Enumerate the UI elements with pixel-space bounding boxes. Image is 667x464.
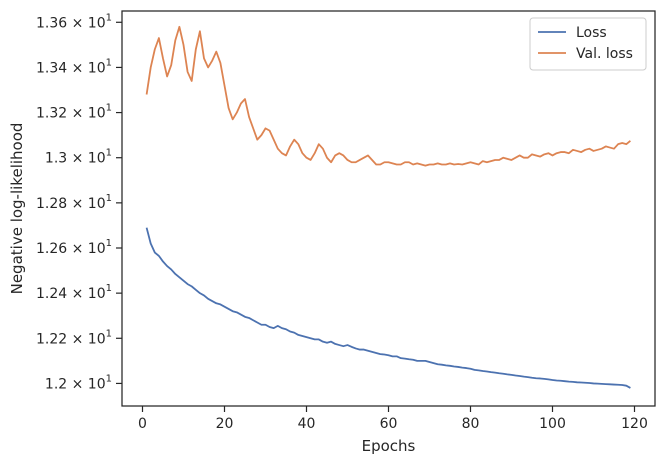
legend: Loss Val. loss — [530, 18, 646, 70]
y-tick-label: 1.3 × 101 — [45, 148, 112, 167]
x-tick-label: 100 — [539, 416, 566, 432]
y-tick-label: 1.2 × 101 — [45, 373, 112, 392]
y-axis-title: Negative log-likelihood — [8, 123, 26, 295]
y-tick-label: 1.36 × 101 — [36, 12, 112, 31]
x-tick-label: 20 — [216, 416, 234, 432]
legend-label-1: Loss — [576, 25, 607, 41]
y-tick-label: 1.32 × 101 — [36, 103, 112, 122]
x-tick-label: 80 — [462, 416, 480, 432]
y-tick-label: 1.24 × 101 — [36, 283, 112, 302]
x-tick-label: 120 — [621, 416, 648, 432]
legend-label-2: Val. loss — [576, 46, 633, 62]
x-tick-label: 0 — [138, 416, 147, 432]
y-tick-label: 1.28 × 101 — [36, 193, 112, 212]
y-tick-label: 1.22 × 101 — [36, 328, 112, 347]
y-tick-label: 1.34 × 101 — [36, 57, 112, 76]
x-axis-title: Epochs — [362, 437, 416, 455]
y-tick-label: 1.26 × 101 — [36, 238, 112, 257]
x-tick-label: 40 — [298, 416, 316, 432]
x-tick-label: 60 — [380, 416, 398, 432]
